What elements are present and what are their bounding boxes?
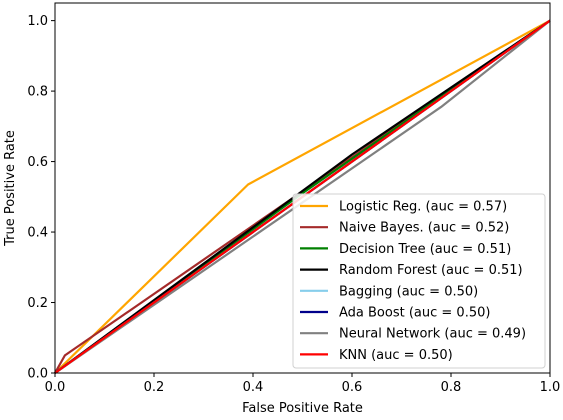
legend-entry-0: Logistic Reg. (auc = 0.57) xyxy=(339,200,507,215)
legend-entry-3: Random Forest (auc = 0.51) xyxy=(339,263,523,278)
y-tick-label: 0.0 xyxy=(27,367,48,382)
y-tick-label: 0.2 xyxy=(27,296,48,311)
y-tick-label: 0.4 xyxy=(27,226,48,241)
x-axis-label: False Positive Rate xyxy=(242,401,363,415)
x-tick-label: 0.0 xyxy=(45,380,66,395)
y-tick-label: 1.0 xyxy=(27,14,48,29)
legend-entry-5: Ada Boost (auc = 0.50) xyxy=(339,306,490,321)
y-tick-label: 0.6 xyxy=(27,155,48,170)
x-tick-label: 0.6 xyxy=(342,380,363,395)
legend-entry-6: Neural Network (auc = 0.49) xyxy=(339,327,526,342)
y-tick-label: 0.8 xyxy=(27,85,48,100)
plot-frame xyxy=(54,2,551,374)
series-line-0 xyxy=(54,19,551,374)
x-tick-label: 0.2 xyxy=(144,380,165,395)
y-axis-label: True Positive Rate xyxy=(3,130,18,247)
series-line-3 xyxy=(54,19,551,374)
axis-ticks: 0.0 0.2 0.4 0.6 0.8 1.0 0.0 0.2 0.4 0.6 0.8 1.0 xyxy=(27,14,560,395)
legend: Logistic Reg. (auc = 0.57) Naive Bayes. (… xyxy=(292,193,546,369)
series-line-6 xyxy=(54,19,551,374)
x-tick-label: 0.4 xyxy=(243,380,264,395)
legend-entry-7: KNN (auc = 0.50) xyxy=(339,348,453,363)
legend-box xyxy=(292,193,546,369)
legend-entry-1: Naive Bayes. (auc = 0.52) xyxy=(339,221,509,236)
x-tick-label: 0.8 xyxy=(441,380,462,395)
legend-entry-4: Bagging (auc = 0.50) xyxy=(339,284,478,299)
x-tick-label: 1.0 xyxy=(540,380,561,395)
legend-entry-2: Decision Tree (auc = 0.51) xyxy=(339,242,511,257)
